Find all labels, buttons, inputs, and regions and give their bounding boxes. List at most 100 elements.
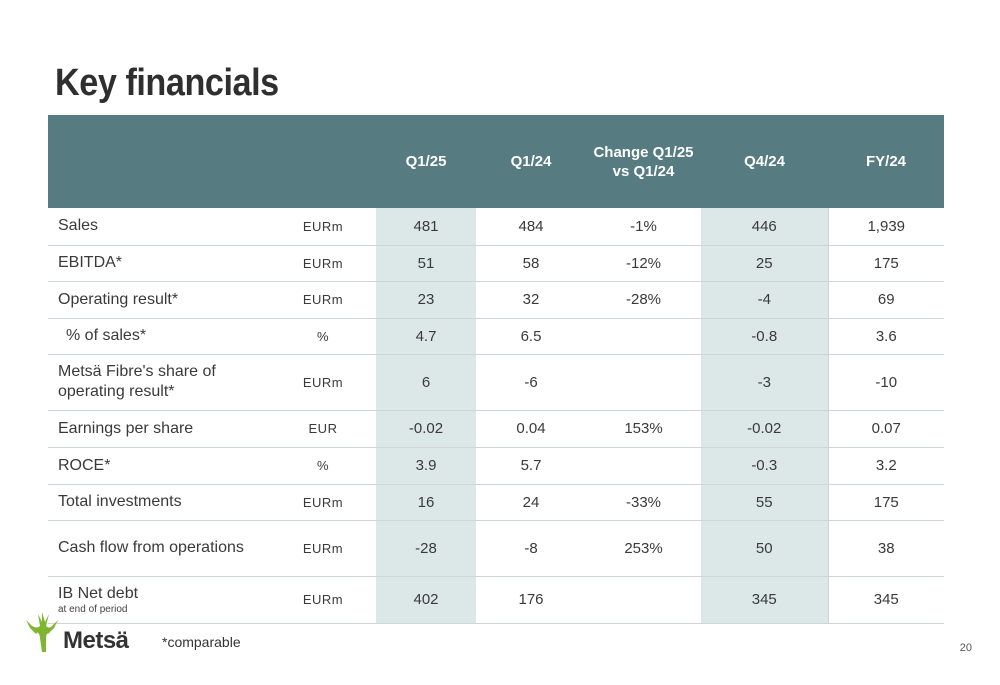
cell-q1-25: 51 (376, 245, 476, 282)
page-number: 20 (959, 642, 972, 654)
cell-q4-24: 25 (701, 245, 828, 282)
cell-q1-25: -0.02 (376, 410, 476, 448)
cell-q1-25: 481 (376, 208, 476, 246)
header-label (48, 115, 270, 208)
cell-change (586, 447, 701, 485)
cell-change: -33% (586, 484, 701, 521)
table-row: EBITDA* EURm 51 58 -12% 25 175 (48, 245, 944, 282)
cell-change (586, 318, 701, 355)
cell-q4-24: 446 (701, 208, 828, 246)
cell-change: 153% (586, 410, 701, 448)
row-label: IB Net debt at end of period (48, 576, 270, 624)
row-label: Metsä Fibre's share of operating result* (48, 354, 270, 411)
table-header-row: Q1/25 Q1/24 Change Q1/25 vs Q1/24 Q4/24 F… (48, 115, 944, 208)
cell-q4-24: -0.3 (701, 447, 828, 485)
cell-q1-25: 3.9 (376, 447, 476, 485)
header-q1-24: Q1/24 (510, 153, 552, 170)
cell-q1-24: 484 (476, 208, 586, 246)
antler-icon (26, 612, 58, 652)
cell-q1-24: 6.5 (476, 318, 586, 355)
cell-change: -12% (586, 245, 701, 282)
row-label-line1: Metsä Fibre's share of (58, 363, 216, 380)
table-row: Metsä Fibre's share of operating result* … (48, 354, 944, 411)
cell-q4-24: -0.02 (701, 410, 828, 448)
row-unit: EURm (270, 245, 376, 282)
header-fy-24: FY/24 (865, 153, 907, 170)
table-row: Cash flow from operations EURm -28 -8 25… (48, 520, 944, 577)
cell-q4-24: -3 (701, 354, 828, 411)
cell-change: 253% (586, 520, 701, 577)
row-unit: % (270, 447, 376, 485)
row-label: Cash flow from operations (48, 520, 270, 577)
cell-q4-24: -4 (701, 281, 828, 319)
table-row: ROCE* % 3.9 5.7 -0.3 3.2 (48, 447, 944, 485)
cell-q1-24: 32 (476, 281, 586, 319)
row-sublabel: at end of period (58, 603, 128, 615)
footnote: *comparable (162, 634, 241, 650)
row-label-line2: operating result* (58, 383, 175, 400)
row-label: Earnings per share (48, 410, 270, 448)
cell-q1-24: 176 (476, 576, 586, 624)
cell-fy-24: -10 (827, 354, 944, 411)
cell-fy-24: 1,939 (827, 208, 944, 246)
cell-fy-24: 38 (827, 520, 944, 577)
cell-q1-24: -6 (476, 354, 586, 411)
row-label: % of sales* (48, 318, 270, 355)
row-unit: EURm (270, 354, 376, 411)
cell-fy-24: 3.6 (827, 318, 944, 355)
cell-q1-25: 4.7 (376, 318, 476, 355)
cell-q1-24: 5.7 (476, 447, 586, 485)
cell-change (586, 576, 701, 624)
cell-fy-24: 0.07 (827, 410, 944, 448)
row-label: ROCE* (48, 447, 270, 485)
cell-q1-24: -8 (476, 520, 586, 577)
cell-change: -1% (586, 208, 701, 246)
cell-q1-24: 0.04 (476, 410, 586, 448)
row-label: EBITDA* (48, 245, 270, 282)
row-unit: EURm (270, 484, 376, 521)
table-row: IB Net debt at end of period EURm 402 176… (48, 576, 944, 624)
header-change-line2: vs Q1/24 (612, 162, 675, 180)
cell-change: -28% (586, 281, 701, 319)
row-label: Total investments (48, 484, 270, 521)
row-label-main: IB Net debt (58, 584, 139, 602)
cell-fy-24: 175 (827, 484, 944, 521)
header-q1-25: Q1/25 (405, 153, 447, 170)
page-title: Key financials (55, 62, 279, 104)
cell-q4-24: -0.8 (701, 318, 828, 355)
cell-q1-24: 58 (476, 245, 586, 282)
table-row: Sales EURm 481 484 -1% 446 1,939 (48, 208, 944, 246)
cell-q1-24: 24 (476, 484, 586, 521)
table-row: Earnings per share EUR -0.02 0.04 153% -… (48, 410, 944, 448)
row-unit: EURm (270, 208, 376, 246)
cell-q1-25: 16 (376, 484, 476, 521)
header-change-line1: Change Q1/25 (593, 143, 694, 161)
table-row: % of sales* % 4.7 6.5 -0.8 3.6 (48, 318, 944, 355)
cell-q1-25: -28 (376, 520, 476, 577)
cell-q1-25: 402 (376, 576, 476, 624)
cell-fy-24: 345 (827, 576, 944, 624)
cell-q1-25: 23 (376, 281, 476, 319)
header-change: Change Q1/25 vs Q1/24 (586, 115, 701, 208)
cell-fy-24: 175 (827, 245, 944, 282)
cell-q4-24: 345 (701, 576, 828, 624)
row-label: Sales (48, 208, 270, 246)
cell-fy-24: 69 (827, 281, 944, 319)
row-unit: % (270, 318, 376, 355)
row-unit: EURm (270, 281, 376, 319)
cell-q4-24: 50 (701, 520, 828, 577)
cell-q4-24: 55 (701, 484, 828, 521)
row-label: Operating result* (48, 281, 270, 319)
header-q4-24: Q4/24 (744, 153, 785, 170)
row-unit: EUR (270, 410, 376, 448)
table-row: Operating result* EURm 23 32 -28% -4 69 (48, 281, 944, 319)
header-unit (270, 115, 376, 208)
row-unit: EURm (270, 520, 376, 577)
logo-wordmark: Metsä (63, 627, 129, 654)
cell-q1-25: 6 (376, 354, 476, 411)
key-financials-table: Q1/25 Q1/24 Change Q1/25 vs Q1/24 Q4/24 F… (48, 115, 944, 624)
cell-fy-24: 3.2 (827, 447, 944, 485)
row-unit: EURm (270, 576, 376, 624)
cell-change (586, 354, 701, 411)
table-row: Total investments EURm 16 24 -33% 55 175 (48, 484, 944, 521)
